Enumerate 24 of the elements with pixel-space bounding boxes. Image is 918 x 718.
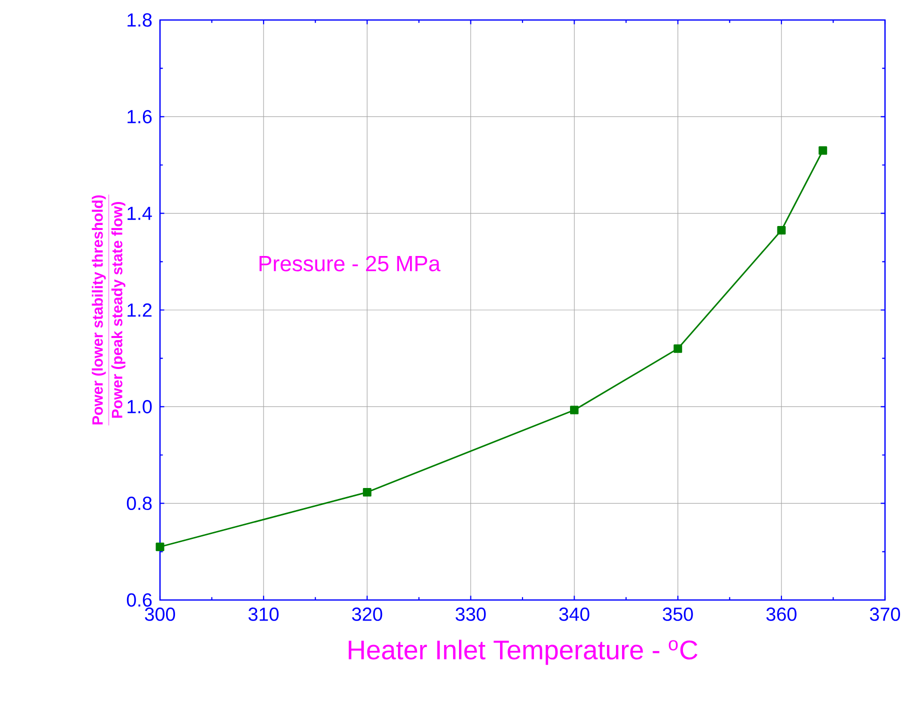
- y-axis-title: $\frac{\mathbf{Power}\ \mbox{(lower stability threshold)}}{\mathbf{Power}\ \mbox{(peak steady state flow)}}$: [92, 194, 126, 426]
- y-tick-label: 1.8: [128, 13, 152, 27]
- y-tick-label: 1.6: [128, 110, 152, 124]
- y-tick-label: 0.8: [126, 496, 152, 510]
- y-tick-label: 1.4: [128, 206, 152, 220]
- x-tick-label: 370: [870, 608, 900, 621]
- y-tick-label: 1.0: [128, 400, 152, 414]
- point: [818, 146, 828, 155]
- y-tick-label: 0.6: [126, 593, 152, 607]
- point: [674, 344, 682, 353]
- point: [362, 488, 372, 496]
- x-tick-label: 340: [559, 608, 590, 621]
- point: [570, 406, 579, 414]
- x-tick-label: 350: [662, 608, 693, 621]
- point: [777, 226, 786, 234]
- x-axis-title: Heater Inlet Temperature - $^{o}$C: [348, 640, 698, 665]
- x-tick-label: 310: [248, 608, 279, 621]
- annotation: Pressure - 25 MPa: [260, 256, 440, 272]
- x-tick-label: 330: [456, 608, 486, 621]
- point: [156, 542, 164, 552]
- x-tick-label: 300: [144, 608, 176, 621]
- y-tick-label: 1.2: [128, 303, 152, 317]
- x-tick-label: 320: [352, 608, 382, 621]
- x-tick-label: 360: [766, 608, 796, 621]
